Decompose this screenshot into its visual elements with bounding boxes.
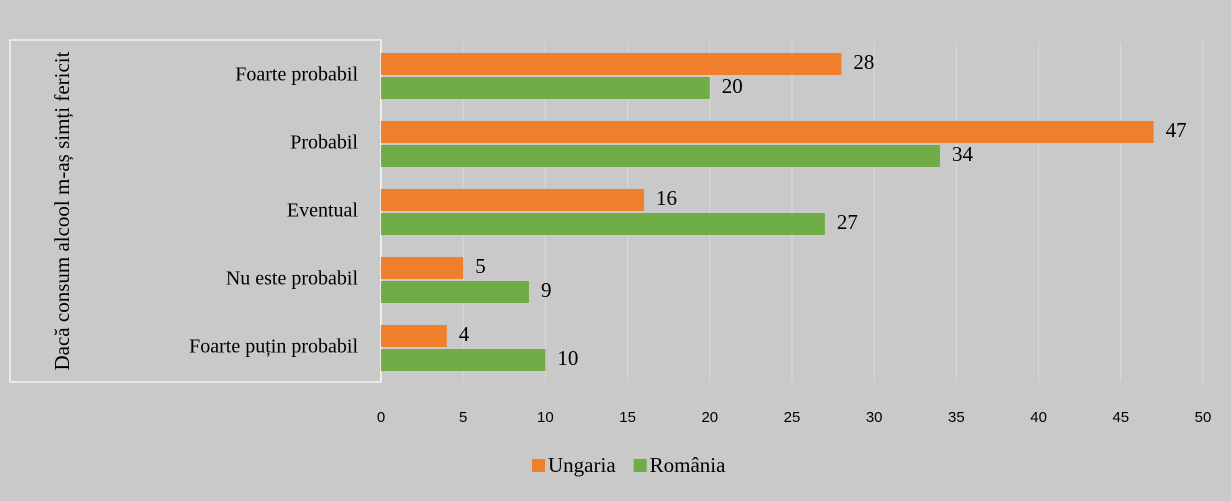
- data-label: 27: [837, 210, 858, 234]
- bar: [381, 121, 1154, 143]
- category-label: Eventual: [287, 200, 359, 222]
- category-label: Nu este probabil: [226, 268, 359, 290]
- bar: [381, 257, 464, 279]
- data-label: 5: [475, 254, 486, 278]
- bar: [381, 325, 447, 347]
- legend-label: Ungaria: [548, 453, 616, 477]
- bar: [381, 53, 842, 75]
- x-tick-label: 10: [537, 409, 554, 426]
- x-tick-label: 25: [784, 409, 801, 426]
- data-label: 34: [952, 142, 974, 166]
- data-label: 16: [656, 186, 677, 210]
- bar: [381, 189, 645, 211]
- legend-swatch: [532, 459, 545, 472]
- x-tick-label: 0: [377, 409, 385, 426]
- data-label: 9: [541, 278, 552, 302]
- x-tick-label: 20: [701, 409, 718, 426]
- x-tick-label: 5: [459, 409, 467, 426]
- bar: [381, 349, 546, 371]
- x-tick-label: 50: [1195, 409, 1212, 426]
- data-label: 4: [459, 322, 470, 346]
- legend-swatch: [633, 459, 647, 472]
- x-tick-label: 15: [619, 409, 636, 426]
- y-axis-label: Dacă consum alcool m-aș simți fericit: [50, 51, 74, 371]
- data-label: 28: [853, 50, 874, 74]
- x-tick-label: 30: [866, 409, 883, 426]
- bar: [381, 145, 940, 167]
- x-tick-label: 40: [1030, 409, 1047, 426]
- bar: [381, 213, 825, 235]
- bar: [381, 281, 529, 303]
- data-label: 20: [722, 74, 743, 98]
- data-label: 10: [557, 346, 578, 370]
- category-label: Foarte puțin probabil: [189, 336, 358, 358]
- data-label: 47: [1166, 118, 1187, 142]
- bar: [381, 77, 710, 99]
- legend-label: România: [650, 453, 726, 477]
- x-tick-label: 45: [1112, 409, 1129, 426]
- x-tick-label: 35: [948, 409, 965, 426]
- category-label: Foarte probabil: [235, 64, 358, 86]
- category-label: Probabil: [290, 132, 358, 154]
